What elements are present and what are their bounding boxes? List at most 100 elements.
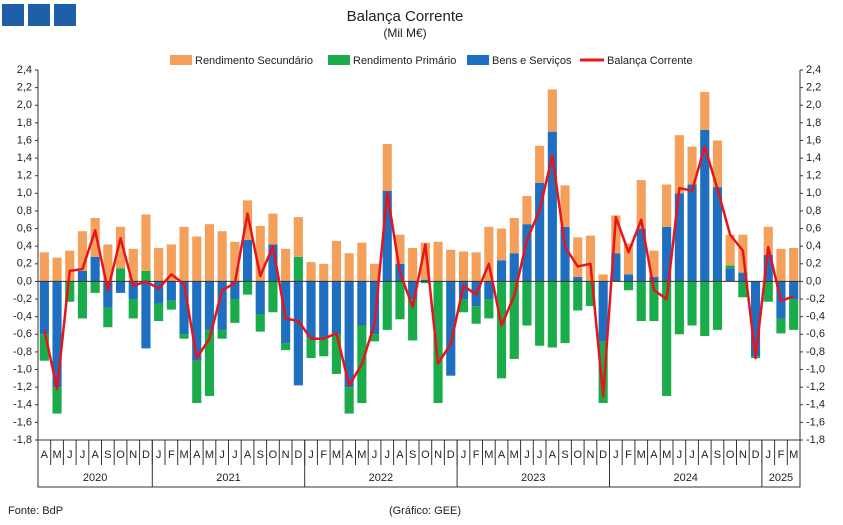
bar-segment (204, 329, 215, 396)
chart-subtitle: (Mil M€) (383, 26, 426, 40)
x-tick-label: A (498, 449, 506, 461)
x-tick-label: O (116, 449, 125, 461)
x-tick-label: F (473, 449, 480, 461)
bar-segment (52, 387, 62, 414)
x-tick-label: N (129, 449, 137, 461)
bar-segment (331, 334, 342, 374)
bar-segment (204, 224, 215, 282)
bar-segment (509, 281, 519, 359)
bar-segment (141, 270, 151, 282)
bar-segment (179, 281, 189, 335)
bar-segment (763, 226, 773, 255)
x-tick-label: S (714, 449, 721, 461)
x-tick-label: A (396, 449, 404, 461)
bar-segment (39, 252, 49, 282)
legend-swatch (328, 55, 350, 65)
bar-segment (547, 131, 557, 282)
bar-segment (230, 299, 240, 323)
y-tick-label: 0,4 (17, 240, 32, 252)
bar-segment (433, 281, 443, 403)
y-tick-label: -1,2 (13, 381, 32, 393)
bar-segment (573, 237, 583, 278)
x-tick-label: M (52, 449, 61, 461)
bar-segment (268, 281, 278, 313)
bar-segment (293, 256, 303, 282)
bar-segment (90, 256, 100, 282)
bar-segment (369, 281, 380, 335)
bar-segment (687, 281, 697, 326)
bar-segment (408, 281, 418, 300)
x-tick-label: J (461, 449, 467, 461)
bar-segment (725, 234, 735, 266)
bar-segment (382, 190, 392, 282)
y2-tick-label: 0,8 (806, 205, 821, 217)
credit: (Gráfico: GEE) (389, 505, 461, 517)
bar-segment (420, 281, 430, 284)
bar-segment (319, 281, 329, 339)
y-tick-label: 2,2 (17, 82, 32, 94)
y2-tick-label: -0,4 (806, 311, 825, 323)
bar-segment (662, 184, 672, 227)
bar-segment (306, 338, 316, 359)
y2-tick-label: -0,6 (806, 328, 825, 340)
x-tick-label: F (320, 449, 327, 461)
y-tick-label: -0,6 (13, 328, 32, 340)
logo-square (54, 4, 76, 26)
bar-segment (509, 218, 519, 254)
x-tick-label: S (409, 449, 416, 461)
x-tick-label: S (561, 449, 568, 461)
year-label: 2022 (369, 472, 393, 484)
y2-tick-label: -0,2 (806, 293, 825, 305)
bar-segment (77, 270, 88, 282)
bar-segment (776, 248, 786, 282)
bar-segment (357, 242, 367, 282)
y-tick-label: -0,4 (13, 311, 32, 323)
x-tick-label: J (613, 449, 619, 461)
year-label: 2025 (769, 472, 793, 484)
bar-segment (306, 262, 316, 282)
bar-segment (700, 129, 710, 282)
y2-tick-label: 0,4 (806, 240, 821, 252)
y2-tick-label: -0,8 (806, 346, 825, 358)
y-tick-label: -1,6 (13, 416, 32, 428)
bar-segment (395, 234, 405, 264)
x-tick-label: D (447, 449, 455, 461)
x-tick-label: N (586, 449, 594, 461)
bar-segment (674, 281, 684, 335)
legend-swatch (467, 55, 489, 65)
x-tick-label: D (752, 449, 760, 461)
x-tick-label: A (701, 449, 709, 461)
bar-segment (154, 281, 164, 304)
logo-square (2, 4, 24, 26)
legend-label: Bens e Serviços (492, 55, 572, 67)
bar-segment (77, 231, 88, 271)
bar-segment (789, 247, 799, 282)
bar-segment (674, 135, 684, 194)
x-tick-label: O (421, 449, 430, 461)
x-tick-label: M (637, 449, 646, 461)
y-tick-label: 1,4 (17, 152, 32, 164)
year-label: 2024 (673, 472, 697, 484)
x-tick-label: J (308, 449, 314, 461)
x-tick-label: J (232, 449, 238, 461)
bar-segment (789, 281, 799, 300)
x-tick-label: A (549, 449, 557, 461)
y2-tick-label: 0,2 (806, 258, 821, 270)
bar-segment (306, 281, 316, 339)
bar-segment (344, 281, 354, 388)
bar-segment (103, 307, 113, 328)
bar-segment (560, 281, 570, 344)
y-tick-label: 0,2 (17, 258, 32, 270)
bar-segment (268, 244, 278, 282)
x-tick-label: F (625, 449, 632, 461)
year-label: 2023 (521, 472, 545, 484)
bar-segment (433, 241, 443, 282)
bar-segment (446, 249, 456, 282)
bar-segment (192, 236, 202, 282)
bar-segment (179, 226, 189, 282)
y-tick-label: 0,0 (17, 275, 32, 287)
bar-segment (649, 277, 659, 282)
x-tick-label: O (269, 449, 278, 461)
bar-segment (154, 303, 164, 322)
